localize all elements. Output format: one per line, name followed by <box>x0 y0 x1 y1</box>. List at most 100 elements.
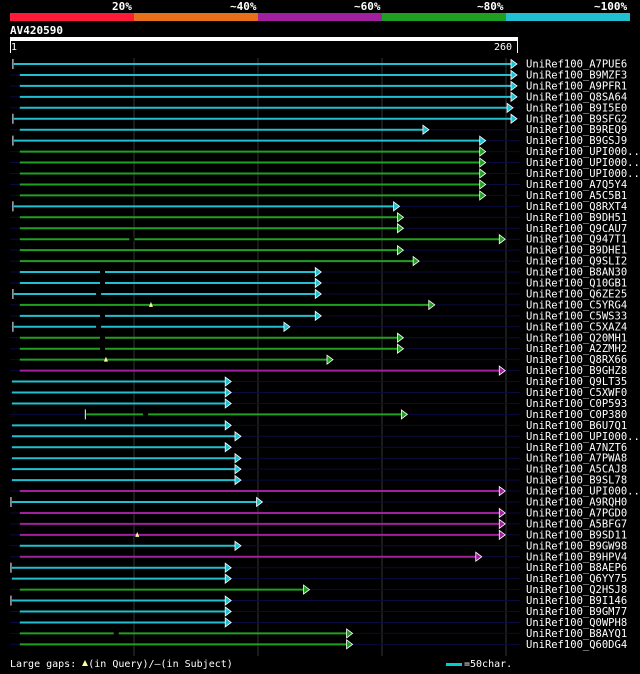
hit-arrow-icon <box>428 299 436 311</box>
legend-label-100: ~100% <box>594 0 628 13</box>
legend-swatch-40 <box>134 13 258 21</box>
hit-label: UniRef100_B9SL78 <box>526 475 627 487</box>
hit-label: UniRef100_Q8RXT4 <box>526 201 627 213</box>
hit-arrow-icon <box>314 277 322 289</box>
hit-label: UniRef100_B9HPV4 <box>526 551 627 563</box>
hit-arrow-icon <box>224 387 232 398</box>
hit-label: UniRef100_B6U7Q1 <box>526 420 627 432</box>
hit-label: UniRef100_C5WS33 <box>526 310 627 322</box>
hit-label: UniRef100_C5XAZ4 <box>526 321 627 333</box>
hit-arrow-icon <box>498 529 506 541</box>
hit-arrow-icon <box>412 255 420 267</box>
hit-label: UniRef100_B9DH51 <box>526 212 627 224</box>
hit-arrow-icon <box>224 398 232 409</box>
hit-arrow-icon <box>475 551 483 563</box>
gaps-prefix: Large gaps: <box>10 659 77 670</box>
hit-label: UniRef100_B9SFG2 <box>526 113 627 125</box>
hit-arrow-icon <box>346 628 354 639</box>
hit-arrow-icon <box>224 420 232 431</box>
hit-label: UniRef100_A5CAJ8 <box>526 464 627 476</box>
hit-label: UniRef100_B9I5E0 <box>526 102 627 114</box>
hit-label: UniRef100_B9REQ9 <box>526 124 627 136</box>
hit-label: UniRef100_UPI000.. <box>526 146 640 158</box>
query-id: AV420590 <box>10 24 63 37</box>
hit-label: UniRef100_UPI000.. <box>526 157 640 169</box>
hit-arrow-icon <box>314 310 322 322</box>
hit-arrow-icon <box>479 190 487 201</box>
hit-label: UniRef100_Q20MH1 <box>526 332 627 344</box>
hit-label: UniRef100_Q6ZE25 <box>526 288 627 300</box>
ruler-end-label: 260 <box>494 42 513 53</box>
hit-arrow-icon <box>510 69 518 81</box>
hit-arrow-icon <box>224 573 232 584</box>
hit-label: UniRef100_B9MZF3 <box>526 69 627 81</box>
legend-swatch-100 <box>506 13 630 21</box>
hit-arrow-icon <box>510 58 518 70</box>
query-ruler <box>10 37 518 41</box>
hit-arrow-icon <box>303 584 311 595</box>
hit-label: UniRef100_A7PWA8 <box>526 453 627 465</box>
hit-label: UniRef100_A7Q5Y4 <box>526 179 627 191</box>
hit-label: UniRef100_Q60DG4 <box>526 639 627 651</box>
hit-label: UniRef100_Q6YY75 <box>526 573 627 585</box>
hit-arrow-icon <box>234 463 242 475</box>
hit-label: UniRef100_B8AYQ1 <box>526 628 627 640</box>
hit-label: UniRef100_B8AN30 <box>526 267 627 279</box>
legend-swatch-60 <box>258 13 382 21</box>
hit-label: UniRef100_B9GM77 <box>526 606 627 618</box>
hit-arrow-icon <box>479 179 487 190</box>
hit-arrow-icon <box>479 135 487 146</box>
hit-label: UniRef100_Q9CAU7 <box>526 223 627 235</box>
hit-arrow-icon <box>234 430 242 442</box>
hit-arrow-icon <box>314 266 322 278</box>
hit-arrow-icon <box>224 617 232 628</box>
hit-arrow-icon <box>498 518 506 530</box>
hit-label: UniRef100_A5BFG7 <box>526 518 627 530</box>
hit-arrow-icon <box>256 496 264 508</box>
hit-arrow-icon <box>393 201 401 212</box>
ruler-start-label: 1 <box>11 42 18 53</box>
hit-label: UniRef100_Q947T1 <box>526 234 627 246</box>
hit-arrow-icon <box>479 146 487 157</box>
hit-arrow-icon <box>346 639 354 650</box>
hit-arrow-icon <box>326 354 334 365</box>
hit-label: UniRef100_A7NZT6 <box>526 442 627 454</box>
hit-arrow-icon <box>479 168 487 179</box>
legend-swatch-20 <box>10 13 134 21</box>
hit-label: UniRef100_B8AEP6 <box>526 562 627 574</box>
hit-label: UniRef100_UPI000.. <box>526 168 640 180</box>
hit-label: UniRef100_A2ZMH2 <box>526 343 627 355</box>
hit-arrow-icon <box>397 332 405 344</box>
hit-arrow-icon <box>510 113 518 125</box>
hit-label: UniRef100_UPI000.. <box>526 431 640 443</box>
hit-arrow-icon <box>397 244 405 256</box>
hit-arrow-icon <box>224 376 232 387</box>
query-gap-marker-icon <box>82 660 89 666</box>
hit-label: UniRef100_A9PFR1 <box>526 80 627 92</box>
hit-label: UniRef100_UPI000.. <box>526 486 640 498</box>
hit-arrow-icon <box>397 343 405 355</box>
hit-label: UniRef100_A7PGD0 <box>526 507 627 519</box>
hit-label: UniRef100_A5C5B1 <box>526 190 627 202</box>
hit-label: UniRef100_Q10GB1 <box>526 278 627 290</box>
hit-arrow-icon <box>283 321 291 333</box>
hit-arrow-icon <box>498 507 506 519</box>
hit-arrow-icon <box>397 212 405 223</box>
ruler-start-tick <box>10 41 11 53</box>
hit-label: UniRef100_B9GSJ9 <box>526 135 627 147</box>
hit-label: UniRef100_B9DHE1 <box>526 245 627 257</box>
query-gap-marker-icon <box>103 356 108 362</box>
hit-arrow-icon <box>397 222 405 234</box>
query-gap-marker-icon <box>148 301 153 307</box>
hit-arrow-icon <box>314 288 322 300</box>
legend-label-80: ~80% <box>477 0 504 13</box>
hit-label: UniRef100_B9GW98 <box>526 540 627 552</box>
hit-label: UniRef100_Q8SA64 <box>526 91 627 103</box>
hit-label: UniRef100_C0P593 <box>526 398 627 410</box>
scale-legend: =50char. <box>446 659 512 670</box>
scale-swatch <box>446 662 462 666</box>
gaps-legend: Large gaps: (in Query)/–(in Subject) <box>10 659 233 670</box>
hit-label: UniRef100_Q0WPH8 <box>526 617 627 629</box>
hit-arrow-icon <box>498 233 506 245</box>
